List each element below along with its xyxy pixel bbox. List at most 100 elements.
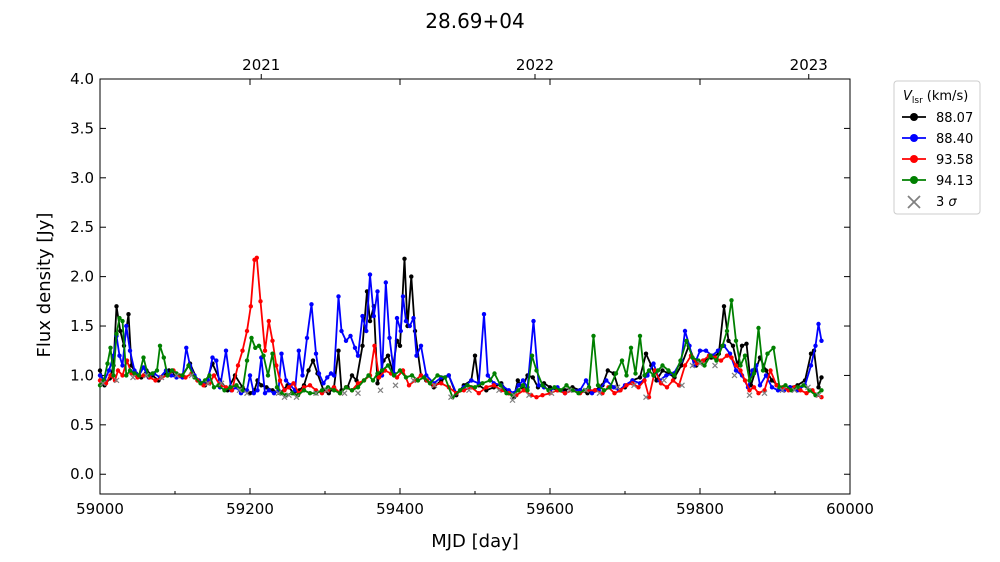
data-point xyxy=(516,383,521,388)
data-point xyxy=(756,325,761,331)
legend-label: 94.13 xyxy=(936,174,973,189)
data-point xyxy=(117,315,122,321)
data-point xyxy=(516,388,521,393)
data-point xyxy=(530,375,535,380)
data-point xyxy=(536,383,541,388)
data-point xyxy=(637,333,643,339)
data-point xyxy=(300,373,305,378)
data-point xyxy=(457,388,463,393)
data-point xyxy=(801,383,806,388)
data-point xyxy=(612,391,617,396)
y-axis-title: Flux density [Jy] xyxy=(34,213,55,358)
data-point xyxy=(165,373,170,378)
data-point xyxy=(154,368,160,373)
legend-entry-3sigma: 3 σ xyxy=(907,195,957,210)
upper-limit-marker xyxy=(158,374,165,381)
data-point xyxy=(624,383,629,388)
upper-limit-marker xyxy=(281,394,288,401)
upper-limit-marker xyxy=(377,387,384,394)
legend-sigma-number: 3 xyxy=(936,195,944,210)
data-point xyxy=(397,343,403,348)
data-point xyxy=(336,294,341,299)
data-point xyxy=(520,383,526,388)
data-point xyxy=(249,335,254,341)
data-point xyxy=(595,383,601,388)
data-point xyxy=(642,378,647,383)
data-point xyxy=(307,391,313,396)
data-point xyxy=(309,302,314,307)
data-point xyxy=(387,335,392,341)
upper-limit-marker xyxy=(697,360,703,367)
data-point xyxy=(316,371,322,376)
upper-limit-marker xyxy=(341,390,348,397)
data-point xyxy=(819,395,824,400)
data-point xyxy=(355,353,361,358)
data-point xyxy=(277,378,283,383)
upper-limit-marker xyxy=(323,387,330,394)
upper-limit-marker xyxy=(761,390,768,397)
data-point xyxy=(222,388,227,393)
legend: Vlsr (km/s) 88.07 88.40 93.58 94.13 3 σ xyxy=(893,80,981,215)
upper-limit-marker xyxy=(392,382,399,389)
data-point xyxy=(742,353,748,358)
data-point xyxy=(480,381,485,386)
data-point xyxy=(115,368,121,373)
data-point xyxy=(313,351,319,356)
data-point xyxy=(136,373,142,378)
year-tick-label: 2021 xyxy=(242,56,280,74)
data-point xyxy=(751,371,757,376)
data-point xyxy=(733,363,739,368)
data-point xyxy=(270,338,275,343)
data-point xyxy=(819,338,824,343)
data-point xyxy=(118,328,123,334)
data-point xyxy=(97,383,103,388)
data-point xyxy=(253,345,258,350)
data-point xyxy=(375,289,380,294)
legend-marker-3sigma xyxy=(907,195,921,209)
upper-limit-marker xyxy=(679,382,685,389)
data-point xyxy=(742,378,748,383)
upper-limit-marker xyxy=(313,390,319,397)
data-point xyxy=(361,378,367,383)
data-point xyxy=(520,378,526,383)
data-point xyxy=(738,363,743,368)
data-point xyxy=(411,315,416,321)
data-point xyxy=(367,318,373,324)
series-88.40 xyxy=(97,272,824,396)
data-point xyxy=(371,313,376,319)
x-tick-label: 59000 xyxy=(76,500,124,518)
data-point xyxy=(558,388,563,393)
upper-limit-marker xyxy=(583,387,589,394)
data-point xyxy=(266,318,271,324)
upper-limit-marker xyxy=(130,374,136,381)
data-point xyxy=(664,373,669,378)
upper-limit-marker xyxy=(236,387,243,394)
data-point xyxy=(628,345,634,350)
data-point xyxy=(472,385,478,390)
data-point xyxy=(446,373,451,378)
data-point xyxy=(534,395,539,400)
data-point xyxy=(678,358,683,363)
data-point xyxy=(484,385,489,390)
data-point xyxy=(124,323,129,329)
data-point xyxy=(296,348,301,353)
data-point xyxy=(274,385,280,390)
data-point xyxy=(349,373,355,378)
data-point xyxy=(492,371,497,376)
data-point xyxy=(127,348,133,353)
data-point xyxy=(403,375,409,380)
data-point xyxy=(286,385,292,390)
data-point xyxy=(729,355,734,360)
data-point xyxy=(409,373,415,378)
data-point xyxy=(375,371,380,376)
data-point xyxy=(409,274,414,279)
data-point xyxy=(266,388,271,393)
data-point xyxy=(210,355,215,360)
data-point xyxy=(366,373,371,378)
data-point xyxy=(414,353,419,358)
data-point xyxy=(198,381,203,386)
data-point xyxy=(808,363,814,368)
data-point xyxy=(403,318,409,324)
data-point xyxy=(808,351,814,356)
